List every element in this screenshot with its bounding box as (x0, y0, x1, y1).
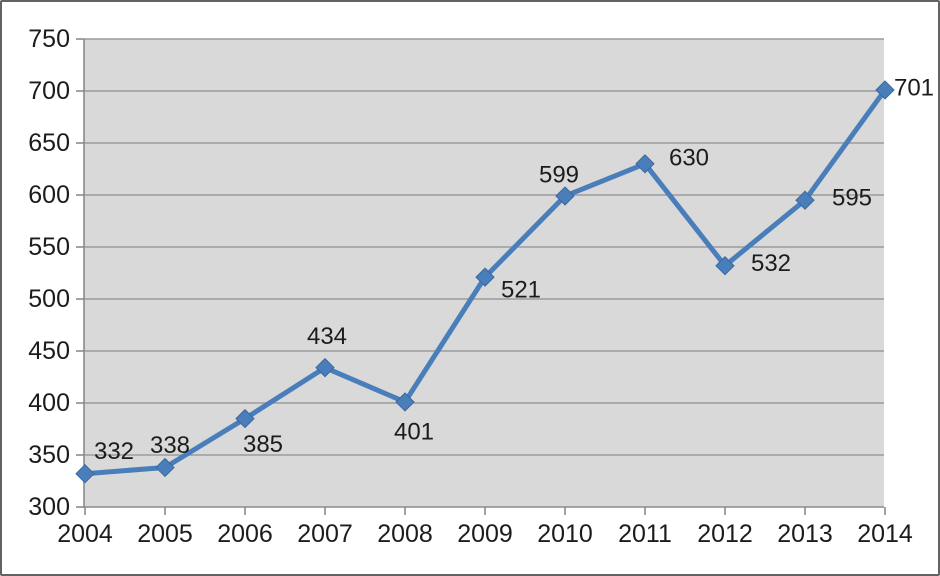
y-axis-label: 700 (28, 77, 70, 105)
data-label: 385 (243, 431, 283, 458)
data-point-marker (75, 464, 95, 484)
y-axis-label: 650 (28, 129, 70, 157)
data-label: 701 (894, 74, 934, 101)
data-label: 332 (94, 438, 134, 465)
x-axis-label: 2011 (618, 520, 672, 548)
y-axis-label: 300 (28, 493, 70, 521)
data-point-marker (795, 190, 815, 210)
y-axis-label: 400 (28, 389, 70, 417)
x-axis-label: 2006 (217, 520, 273, 548)
data-label: 521 (501, 277, 541, 304)
x-axis-label: 2009 (457, 520, 513, 548)
data-label: 630 (669, 144, 709, 171)
x-axis-label: 2014 (857, 520, 913, 548)
y-axis-label: 750 (28, 25, 70, 53)
x-axis-label: 2013 (777, 520, 833, 548)
data-point-marker (875, 80, 895, 100)
data-point-marker (315, 357, 335, 378)
x-axis-label: 2008 (377, 520, 433, 548)
y-axis-label: 350 (28, 441, 70, 469)
data-label: 595 (832, 185, 872, 212)
x-axis-label: 2005 (137, 520, 193, 548)
y-axis-label: 500 (28, 285, 70, 313)
data-label: 532 (751, 250, 791, 277)
y-axis-label: 450 (28, 337, 70, 365)
data-label: 338 (150, 432, 190, 459)
data-point-marker (715, 256, 735, 276)
data-point-marker (475, 267, 495, 287)
data-label: 401 (394, 418, 434, 445)
data-point-marker (155, 457, 175, 478)
data-point-marker (635, 154, 655, 174)
x-axis-label: 2012 (697, 520, 753, 548)
data-point-marker (395, 392, 415, 412)
x-axis-label: 2007 (297, 520, 353, 548)
x-axis-label: 2010 (537, 520, 593, 548)
y-axis-label: 600 (28, 181, 70, 209)
x-axis-label: 2004 (57, 520, 113, 548)
y-axis-label: 550 (28, 233, 70, 261)
data-label: 599 (539, 162, 579, 189)
data-point-marker (235, 408, 255, 429)
data-label: 434 (307, 323, 347, 350)
data-point-marker (555, 186, 575, 206)
